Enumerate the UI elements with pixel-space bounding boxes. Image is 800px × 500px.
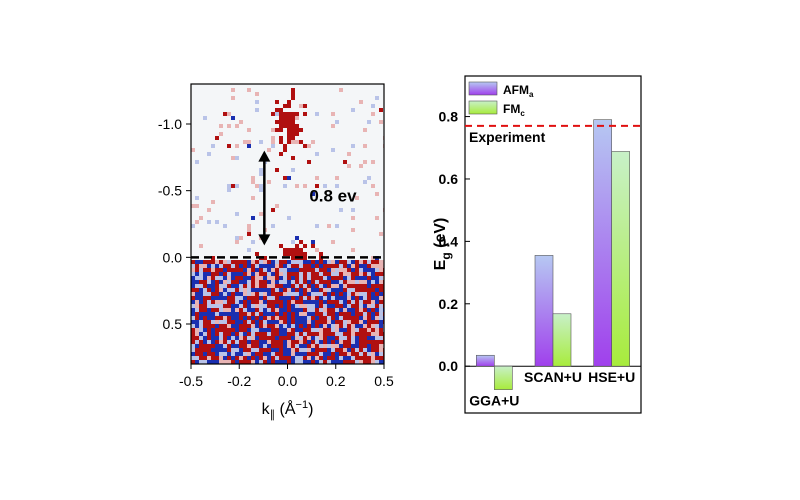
gap-annotation-label: 0.8 ev bbox=[309, 186, 357, 205]
bar-afm-scan-u bbox=[534, 255, 554, 367]
heatmap-positive bbox=[191, 88, 384, 364]
bar-category-label: HSE+U bbox=[588, 369, 635, 385]
experiment-label: Experiment bbox=[469, 129, 546, 145]
heatmap-x-axis-label: k∥ (Å−1) bbox=[262, 399, 314, 421]
heatmap-negative bbox=[191, 116, 384, 364]
bar-y-tick-label: 0.8 bbox=[439, 109, 459, 125]
heatmap-x-tick-label: -0.5 bbox=[179, 373, 203, 389]
heatmap-x-tick-label: 0.2 bbox=[326, 373, 346, 389]
legend: AFMa FMc bbox=[468, 81, 534, 118]
gap-arrow-head-bottom bbox=[258, 234, 271, 246]
legend-label-fm: FMc bbox=[503, 102, 525, 118]
bar-fm-hse-u bbox=[611, 151, 630, 367]
heatmap-x-tick-label: 0.5 bbox=[374, 373, 394, 389]
heatmap-y-tick-label: 0.0 bbox=[163, 249, 183, 265]
heatmap-weak-negative bbox=[191, 96, 384, 364]
legend-swatch-afm bbox=[468, 81, 498, 96]
bar-category-label: GGA+U bbox=[469, 393, 519, 409]
bar-plot-frame bbox=[464, 75, 642, 414]
bar-y-tick-label: 0.0 bbox=[439, 358, 459, 374]
bar-category-label: SCAN+U bbox=[524, 369, 582, 385]
bar-y-tick-label: 0.2 bbox=[439, 296, 459, 312]
heatmap-y-ticks: -1.0 -0.5 0.0 0.5 bbox=[158, 116, 191, 332]
heatmap-y-tick-label: -1.0 bbox=[158, 116, 182, 132]
bandgap-panel: Experiment 0.0 0.2 0.4 0.6 0.8 GGA+U SCAN+U HS… bbox=[432, 75, 642, 414]
bar-afm-gga-u bbox=[476, 354, 495, 367]
legend-swatch-fm bbox=[468, 100, 498, 115]
bar-category-labels: GGA+U SCAN+U HSE+U bbox=[469, 369, 635, 408]
bar-y-tick-label: 0.6 bbox=[439, 171, 459, 187]
bar-afm-hse-u bbox=[593, 119, 612, 367]
heatmap-y-tick-label: -0.5 bbox=[158, 183, 182, 199]
bar-fm-scan-u bbox=[552, 313, 572, 367]
heatmap-x-tick-label: -0.2 bbox=[227, 373, 251, 389]
bar-y-axis-label: Eg (eV) bbox=[432, 218, 453, 271]
bars bbox=[476, 119, 630, 390]
arpes-panel: 0.8 ev -0.5 -0.2 0.0 0.2 0.5 -1.0-0.50.00.5 … bbox=[158, 83, 394, 421]
gap-arrow-head-top bbox=[258, 150, 271, 162]
bar-fm-gga-u bbox=[494, 365, 513, 390]
heatmap-pixels bbox=[191, 88, 384, 364]
heatmap-y-tick-label: 0.5 bbox=[163, 316, 183, 332]
heatmap-x-ticks: -0.5 -0.2 0.0 0.2 0.5 bbox=[179, 364, 394, 389]
bar-y-tick-label: 0.4 bbox=[439, 233, 459, 249]
heatmap-x-tick-label: 0.0 bbox=[278, 373, 298, 389]
legend-label-afm: AFMa bbox=[503, 83, 534, 99]
bar-y-ticks: 0.0 0.2 0.4 0.6 0.8 bbox=[439, 109, 470, 374]
